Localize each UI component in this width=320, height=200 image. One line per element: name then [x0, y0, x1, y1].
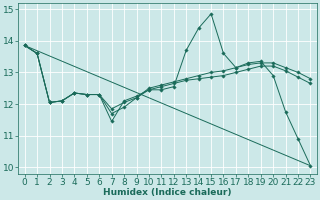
X-axis label: Humidex (Indice chaleur): Humidex (Indice chaleur)	[103, 188, 232, 197]
